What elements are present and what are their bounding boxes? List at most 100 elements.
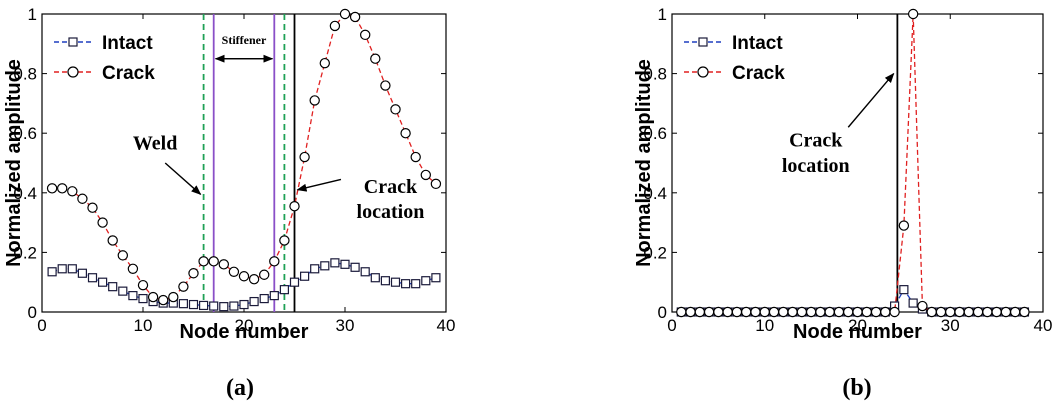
data-point [259,269,270,280]
crack-arrow [847,72,895,128]
data-point [350,262,360,272]
data-point [67,264,77,274]
y-tick-label: 0.4 [13,184,37,203]
data-point [97,277,108,287]
crack-label-line2: location [357,201,425,223]
y-tick-label: 1 [28,5,37,24]
data-point [259,293,269,304]
data-point [1000,306,1012,318]
data-point [310,264,320,274]
data-point [420,169,431,181]
data-point [852,306,863,318]
data-point [390,104,401,115]
data-point [118,286,128,296]
x-axis-label: Node number [180,321,309,343]
data-point [329,20,341,32]
data-point [360,267,370,277]
y-tick-label: 0.2 [13,243,37,262]
y-tick-label: 0.8 [13,65,37,84]
data-point [319,57,330,69]
data-point [833,306,845,318]
legend-marker [697,66,709,78]
y-tick-label: 1 [658,5,667,24]
data-point [991,306,1002,318]
data-point [330,258,340,268]
data-point [824,306,835,318]
legend-label: Intact [102,33,153,54]
data-point [768,306,780,318]
x-tick-label: 30 [336,316,355,335]
legend-marker [698,37,708,47]
data-point [77,193,88,204]
data-point [963,306,975,318]
data-point [138,293,148,304]
legend: Intact Crack [54,33,155,84]
data-point [77,268,88,278]
data-point [694,306,706,318]
data-point [741,306,752,318]
data-point [401,279,411,289]
data-point [87,202,98,213]
crack-label-line1: Crack [364,176,418,198]
data-point [279,235,290,246]
data-point [228,266,240,277]
series-line [681,13,1025,313]
x-tick-label: 20 [848,316,867,335]
data-point [410,151,421,163]
y-tick-label: 0.4 [643,184,667,203]
data-point [67,186,78,197]
legend-marker [67,66,79,78]
data-point [239,299,249,310]
y-axis-label: Normalized amplitude [633,59,655,267]
y-axis-label: Normalized amplitude [3,59,25,267]
data-point [178,281,189,292]
crack-label-line2: location [782,155,850,177]
data-point [380,80,391,91]
data-point [880,306,891,318]
data-point [340,259,350,269]
data-point [907,8,919,20]
data-point [390,277,401,287]
data-point [685,306,696,318]
data-point [778,306,789,318]
data-point [238,271,250,282]
data-point [805,306,817,318]
legend: Intact Crack [684,33,785,84]
data-point [218,259,229,270]
data-point [815,306,826,318]
data-point [945,306,956,318]
legend-label: Crack [102,63,155,84]
data-point [870,306,882,318]
data-point [431,273,441,283]
x-tick-label: 40 [437,316,456,335]
data-point [917,300,928,312]
data-point [279,285,289,295]
legend-label: Crack [732,63,785,84]
data-point [300,271,310,281]
data-point [787,306,798,318]
data-point [178,299,188,309]
legend-label: Intact [732,33,783,54]
data-point [46,183,58,194]
x-tick-label: 0 [37,316,46,335]
data-point [713,306,724,318]
data-point [899,285,909,295]
data-point [796,306,808,318]
data-point [676,306,687,318]
data-point [1009,306,1021,318]
series-crack [46,8,442,306]
data-point [926,306,937,318]
x-tick-label: 10 [755,316,774,335]
data-point [731,306,743,318]
crack-arrow [296,178,342,192]
legend-marker [68,37,78,47]
data-point [421,276,431,286]
data-point [188,268,199,279]
data-point [289,201,300,212]
data-point [982,306,993,318]
data-point [137,279,149,291]
data-point [208,256,219,267]
data-point [97,217,108,228]
data-point [750,306,761,318]
